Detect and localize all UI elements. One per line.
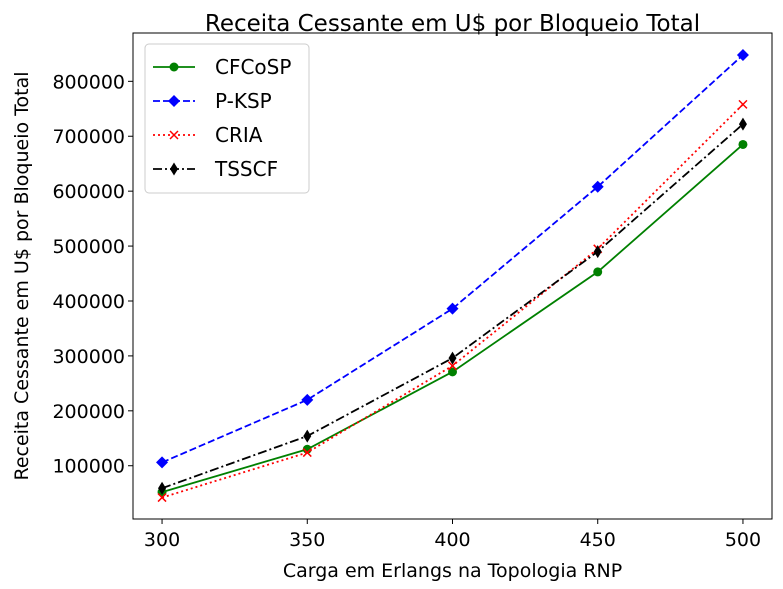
x-tick-label: 450 (580, 529, 616, 551)
data-point (448, 351, 457, 365)
data-point (593, 267, 603, 277)
legend-marker (169, 130, 179, 140)
legend-label: CFCoSP (215, 55, 291, 79)
data-point (447, 361, 458, 371)
data-point (156, 456, 169, 469)
data-point (303, 429, 312, 443)
data-point (157, 493, 167, 503)
legend-entry: CRIA (153, 123, 263, 147)
series-group (156, 48, 749, 503)
series-cfcosp (157, 139, 748, 497)
legend-entry: TSSCF (153, 157, 278, 181)
data-point (446, 302, 459, 315)
y-tick-label: 700000 (52, 126, 125, 148)
x-tick-label: 500 (725, 529, 761, 551)
data-point (738, 117, 747, 131)
data-point (736, 48, 749, 61)
legend-marker (170, 162, 178, 176)
legend-label: P-KSP (215, 89, 272, 113)
data-point (448, 367, 457, 377)
legend-box (144, 43, 310, 194)
data-point (158, 481, 167, 495)
data-point (302, 444, 312, 454)
legend: CFCoSP P-KSP CRIA TSSCF (144, 43, 310, 194)
data-point (593, 245, 602, 259)
data-point (591, 180, 604, 193)
x-tick-label: 300 (144, 529, 180, 551)
series-p-ksp (156, 48, 749, 469)
x-axis-label: Carga em Erlangs na Topologia RNP (283, 560, 622, 582)
data-point (302, 448, 312, 458)
legend-marker (168, 95, 180, 107)
y-tick-label: 600000 (52, 181, 125, 203)
y-tick-label: 500000 (52, 236, 125, 258)
legend-marker (169, 62, 179, 72)
series-cria (157, 99, 748, 503)
y-axis: 100000 200000 300000 400000 500000 600000 7000… (52, 71, 133, 478)
data-point (738, 139, 748, 149)
legend-label: TSSCF (214, 157, 278, 181)
legend-label: CRIA (215, 123, 263, 147)
x-axis: 300 350 400 450 500 (144, 519, 761, 551)
y-tick-label: 200000 (52, 401, 125, 423)
y-tick-label: 300000 (52, 346, 125, 368)
x-tick-label: 400 (434, 529, 470, 551)
y-tick-label: 800000 (52, 71, 125, 93)
data-point (738, 99, 748, 109)
y-axis-label: Receita Cessante em U$ por Bloqueio Tota… (11, 71, 33, 480)
series-tsscf (158, 117, 747, 495)
series-line (161, 143, 744, 493)
series-line (161, 54, 744, 464)
legend-entry: P-KSP (153, 89, 272, 113)
legend-entry: CFCoSP (153, 55, 291, 79)
data-point (301, 393, 314, 406)
y-tick-label: 100000 (52, 456, 125, 478)
x-tick-label: 350 (289, 529, 325, 551)
y-tick-label: 400000 (52, 291, 125, 313)
